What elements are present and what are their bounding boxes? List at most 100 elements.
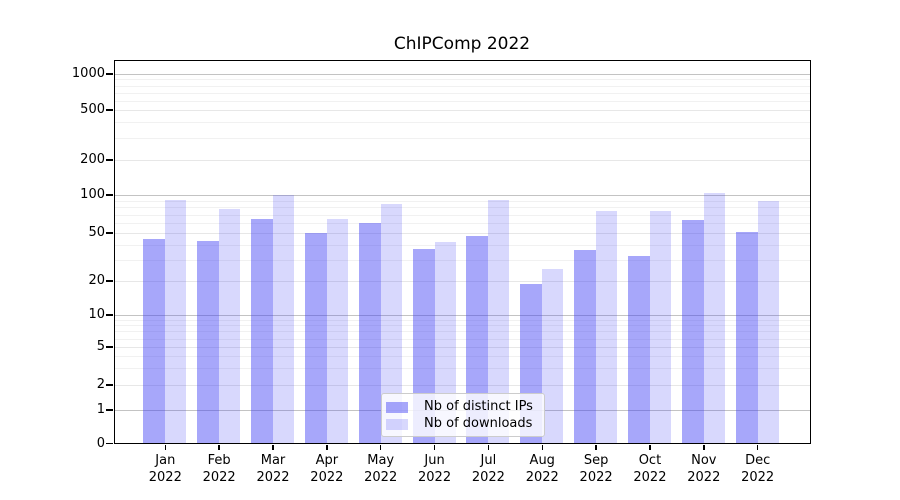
gridline-minor [113,223,811,224]
gridline-minor [113,319,811,321]
x-axis-tick-mark [218,444,220,450]
bar-downloads [488,199,510,444]
legend-entry-downloads: Nb of downloads [386,416,538,433]
gridline-minor [113,100,811,102]
x-axis-tick-mark [541,444,543,450]
y-axis-tick-mark [106,442,113,445]
bar-downloads [542,269,564,444]
y-axis-tick-mark [106,73,113,75]
gridline-minor [113,85,811,87]
x-axis-tick-label: Jan 2022 [148,453,182,485]
x-axis-tick-label: Feb 2022 [202,453,236,485]
gridline-minor [113,368,811,370]
y-axis-tick-label: 1 [96,402,105,417]
y-axis-tick-label: 50 [88,225,105,240]
gridline-minor [113,244,811,246]
bar-distinct-ips [681,220,704,444]
gridline-major [113,385,811,386]
bar-downloads [273,195,294,444]
x-axis-tick-label: Sep 2022 [579,453,613,485]
y-axis-tick-label: 2 [96,377,105,392]
x-axis-tick-label: Apr 2022 [310,453,344,485]
x-axis-tick-mark [326,444,328,450]
gridline-minor [113,92,811,94]
y-axis-tick-mark [106,346,113,348]
y-axis-tick-label: 1000 [71,66,105,81]
x-axis-tick-label: Jun 2022 [418,453,452,485]
x-axis-tick-label: Oct 2022 [633,453,667,485]
x-axis-tick-label: Jul 2022 [471,453,505,485]
chart-title: ChIPComp 2022 [393,34,531,54]
y-axis-tick-label: 200 [80,152,105,167]
gridline-minor [113,200,811,202]
gridline-minor [113,122,811,124]
bar-downloads [703,192,725,444]
x-axis-tick-mark [756,444,759,450]
gridline-minor [113,137,811,139]
gridline-minor [113,259,811,261]
legend-swatch-downloads [386,418,408,430]
gridline-minor [113,331,811,333]
y-axis-tick-mark [106,159,113,161]
gridline-decade [113,74,811,75]
x-axis-tick-mark [649,444,651,450]
gridline-minor [113,79,811,81]
plot-area [113,60,811,444]
y-axis-tick-label: 0 [96,435,105,451]
gridline-decade [113,195,811,196]
bar-distinct-ips [735,231,758,444]
y-axis-tick-label: 10 [88,307,105,322]
bar-distinct-ips [358,223,381,444]
x-axis-tick-mark [272,444,274,450]
bar-downloads [326,218,348,444]
x-axis-tick-label: Aug 2022 [525,453,559,485]
gridline-minor [113,338,811,340]
gridline-major [113,110,811,111]
gridline-minor [113,356,811,358]
bar-distinct-ips [627,256,650,444]
y-axis-tick-label: 20 [88,273,105,288]
bar-distinct-ips [143,238,166,444]
bar-downloads [757,200,779,444]
bar-distinct-ips [466,236,489,444]
x-axis-tick-label: May 2022 [364,453,398,485]
x-axis-tick-mark [433,444,436,450]
x-axis-tick-mark [487,444,490,450]
bar-downloads [649,210,671,444]
gridline-minor [113,325,811,327]
y-axis-tick-mark [106,232,113,234]
legend-label-distinct-ips: Nb of distinct IPs [424,399,533,414]
bar-downloads [165,199,187,444]
bar-distinct-ips [251,219,273,444]
legend-swatch-distinct-ips [386,401,408,413]
legend-entry-distinct-ips: Nb of distinct IPs [386,399,538,416]
bar-downloads [380,203,402,444]
y-axis-tick-label: 5 [96,339,105,354]
y-axis-tick-mark [106,384,113,386]
gridline-major [113,233,811,234]
y-axis-tick-mark [106,194,113,196]
y-axis-tick-mark [106,409,113,411]
x-axis-tick-label: Dec 2022 [741,453,775,485]
gridline-decade [113,315,811,316]
gridline-major [113,160,811,161]
x-axis-tick-mark [595,444,597,450]
x-axis-tick-label: Mar 2022 [256,453,290,485]
gridline-minor [113,214,811,216]
y-axis-tick-mark [106,280,113,282]
gridline-major [113,281,811,282]
y-axis-tick-mark [106,314,113,316]
x-axis-tick-mark [703,444,705,450]
bar-distinct-ips [574,250,597,444]
x-axis-tick-mark [164,444,167,450]
y-axis-tick-label: 100 [80,187,105,202]
y-axis-tick-mark [106,109,113,111]
bar-downloads [596,210,618,444]
bar-distinct-ips [197,240,220,444]
legend: Nb of distinct IPs Nb of downloads [381,392,545,437]
bar-downloads [219,209,241,444]
legend-label-downloads: Nb of downloads [424,416,533,431]
x-axis-tick-mark [379,444,382,450]
gridline-minor [113,207,811,209]
